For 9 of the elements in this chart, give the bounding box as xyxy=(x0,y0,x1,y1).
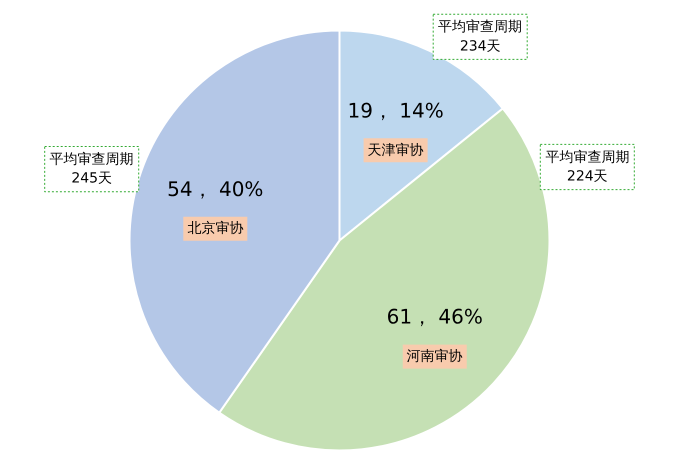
text: 平均审查周期 234天 xyxy=(438,19,522,54)
text: 平均审查周期 224天 xyxy=(545,149,630,185)
text: 平均审查周期 245天 xyxy=(50,152,134,187)
slice-label: 北京审协 xyxy=(187,220,244,237)
slice-label: 河南审协 xyxy=(406,348,463,365)
data-label: 61， 46% xyxy=(386,304,483,329)
data-label: 19， 14% xyxy=(347,98,444,122)
data-label: 54， 40% xyxy=(167,176,264,201)
slice-label: 天津审协 xyxy=(368,142,424,158)
